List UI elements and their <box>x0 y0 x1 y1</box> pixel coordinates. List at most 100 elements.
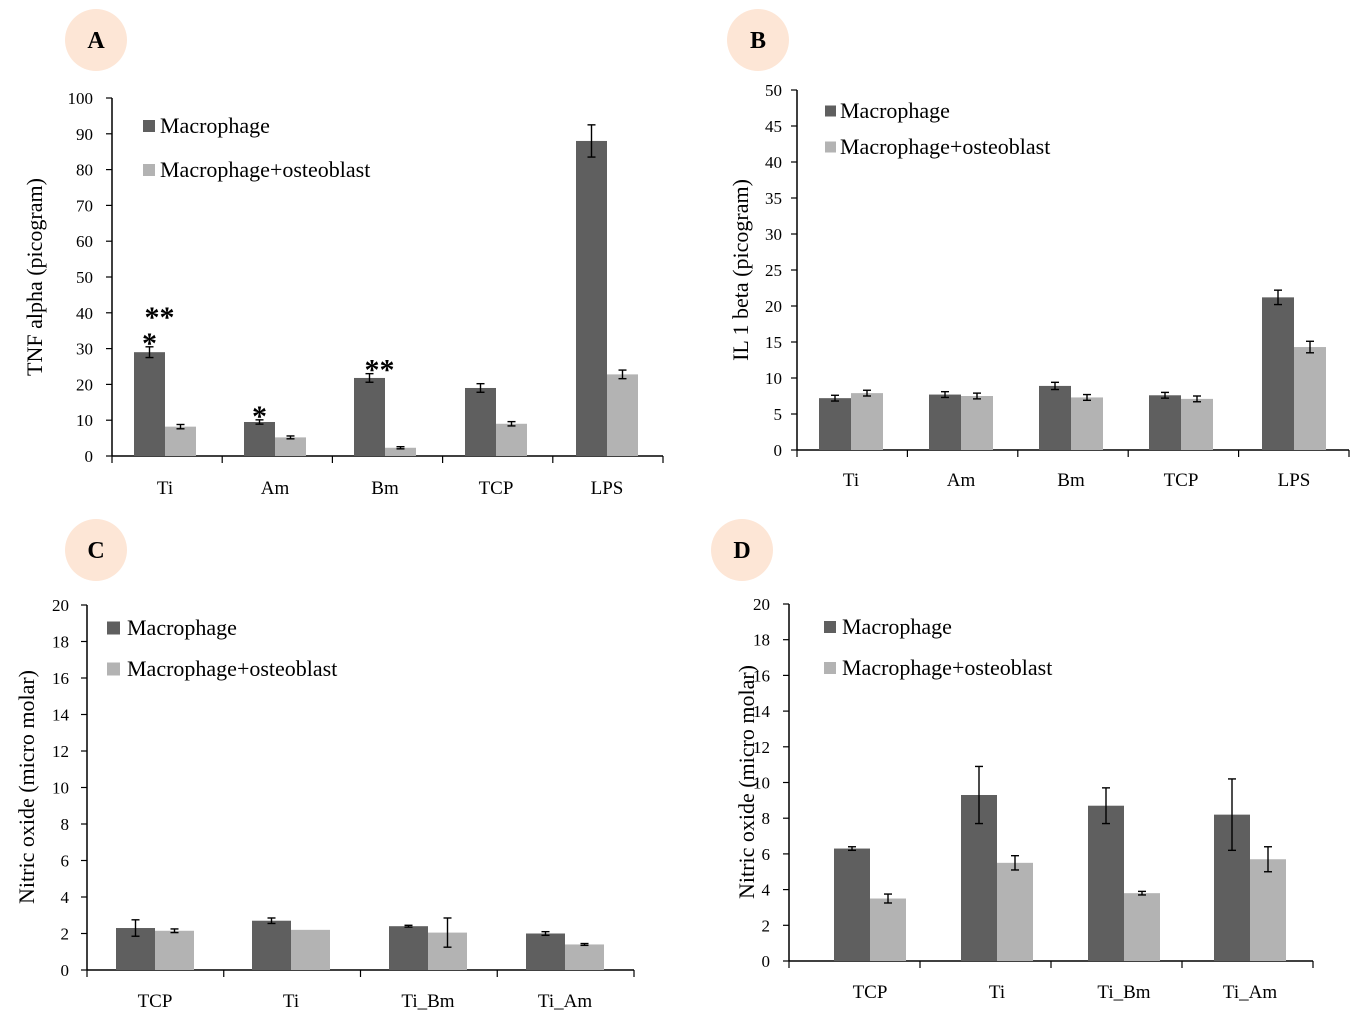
y-tick-label: 10 <box>52 779 69 798</box>
x-category-label: Ti <box>283 991 299 1012</box>
y-tick-label: 10 <box>753 774 770 793</box>
panel-badge-circle <box>65 9 127 71</box>
bar-macrophage <box>244 421 275 456</box>
y-tick-label: 20 <box>765 297 782 316</box>
y-tick-label: 20 <box>76 375 93 394</box>
y-tick-label: 12 <box>52 742 69 761</box>
y-tick-label: 30 <box>765 225 782 244</box>
x-category-label: Ti_Bm <box>1097 982 1150 1003</box>
chart-panel-b: B IL 1 beta (picogram) 0 5 10 15 20 25 30 35 40 45 5… <box>727 9 1350 491</box>
legend-swatch <box>143 120 155 132</box>
error-bar <box>863 389 871 397</box>
error-bar <box>1306 340 1314 354</box>
error-bar <box>476 382 485 393</box>
error-bar <box>176 423 185 430</box>
legend: Macrophage Macrophage+osteoblast <box>825 98 1050 159</box>
bar-macrophage <box>834 848 870 961</box>
y-tick-label: 50 <box>76 268 93 287</box>
x-category-label: LPS <box>591 478 624 499</box>
legend: Macrophage Macrophage+osteoblast <box>107 615 337 681</box>
error-bar <box>396 445 405 450</box>
y-tick-label: 4 <box>762 881 771 900</box>
bar-macrophage-osteoblast <box>291 929 330 970</box>
y-tick-label: 60 <box>76 232 93 251</box>
error-bar <box>1011 854 1019 871</box>
y-axis-label: IL 1 beta (picogram) <box>728 179 753 361</box>
error-bar <box>975 765 983 825</box>
x-category-label: Ti <box>157 478 173 499</box>
y-tick-label: 0 <box>774 441 783 460</box>
y-tick-label: 80 <box>76 161 93 180</box>
bar-macrophage-osteoblast <box>155 930 194 970</box>
y-tick-label: 20 <box>52 596 69 615</box>
y-axis-label: Nitric oxide (micro molar) <box>734 665 759 899</box>
legend-swatch <box>824 662 836 674</box>
error-bar <box>1102 787 1110 825</box>
y-tick-label: 6 <box>762 845 771 864</box>
x-category-label: Ti <box>843 470 859 491</box>
y-tick-label: 40 <box>76 304 93 323</box>
y-tick-label: 10 <box>76 411 93 430</box>
y-tick-label: 0 <box>85 447 94 466</box>
bar-macrophage <box>819 398 851 450</box>
legend-label: Macrophage+osteoblast <box>840 134 1050 159</box>
error-bar <box>580 942 589 947</box>
legend-label: Macrophage <box>840 98 950 123</box>
error-bar <box>131 919 140 937</box>
error-bar <box>443 917 452 948</box>
error-bar <box>365 372 374 383</box>
error-bar <box>286 435 295 440</box>
error-bar <box>618 369 627 380</box>
y-axis-label: TNF alpha (picogram) <box>22 178 47 376</box>
error-bar <box>145 346 154 359</box>
y-tick-label: 16 <box>753 666 770 685</box>
panel-badge: C <box>65 519 127 581</box>
bar-macrophage-osteoblast <box>496 423 527 456</box>
error-bar <box>541 930 550 937</box>
y-tick-label: 5 <box>774 405 783 424</box>
panel-letter: A <box>87 28 105 54</box>
y-tick-label: 16 <box>52 669 69 688</box>
x-category-label: Am <box>947 470 976 491</box>
panel-letter: D <box>733 538 750 564</box>
bar-macrophage-osteoblast <box>385 447 416 456</box>
y-tick-label: 10 <box>765 369 782 388</box>
x-category-label: Bm <box>371 478 399 499</box>
legend-swatch <box>825 141 836 153</box>
bar-macrophage-osteoblast <box>165 426 196 456</box>
panel-badge: B <box>727 9 789 71</box>
x-category-label: TCP <box>1164 470 1199 491</box>
panel-badge: D <box>711 519 773 581</box>
error-bar <box>1161 391 1169 399</box>
y-tick-label: 35 <box>765 189 782 208</box>
error-bar <box>267 917 276 925</box>
panel-badge: A <box>65 9 127 71</box>
bar-macrophage-osteoblast <box>1294 347 1326 450</box>
error-bar <box>1264 846 1272 873</box>
bar-macrophage <box>465 387 496 456</box>
chart-panel-a: A TNF alpha (picogram) 0 10 20 30 40 50 60 70 80 90… <box>22 9 664 499</box>
x-category-label: Ti_Am <box>538 991 592 1012</box>
legend-label: Macrophage+osteoblast <box>842 655 1052 680</box>
y-tick-label: 18 <box>52 633 69 652</box>
bar-macrophage-osteoblast <box>565 944 604 970</box>
bar-macrophage-osteoblast <box>1124 893 1160 961</box>
error-bar <box>255 419 264 425</box>
bar-macrophage-osteoblast <box>997 862 1033 961</box>
x-category-label: Bm <box>1057 470 1085 491</box>
y-tick-label: 6 <box>61 852 70 871</box>
y-tick-label: 18 <box>753 631 770 650</box>
error-bar <box>1138 890 1146 896</box>
bar-macrophage <box>354 377 385 456</box>
panel-badge-circle <box>711 519 773 581</box>
bar-macrophage-osteoblast <box>851 393 883 450</box>
bar-macrophage-osteoblast <box>870 898 906 961</box>
y-tick-label: 30 <box>76 340 93 359</box>
error-bar <box>1228 778 1236 852</box>
significance-marker: * <box>142 327 157 360</box>
legend: Macrophage Macrophage+osteoblast <box>143 113 370 182</box>
bar-macrophage <box>1088 805 1124 961</box>
legend-swatch <box>825 105 836 117</box>
x-category-label: TCP <box>479 478 514 499</box>
x-category-label: TCP <box>853 982 888 1003</box>
